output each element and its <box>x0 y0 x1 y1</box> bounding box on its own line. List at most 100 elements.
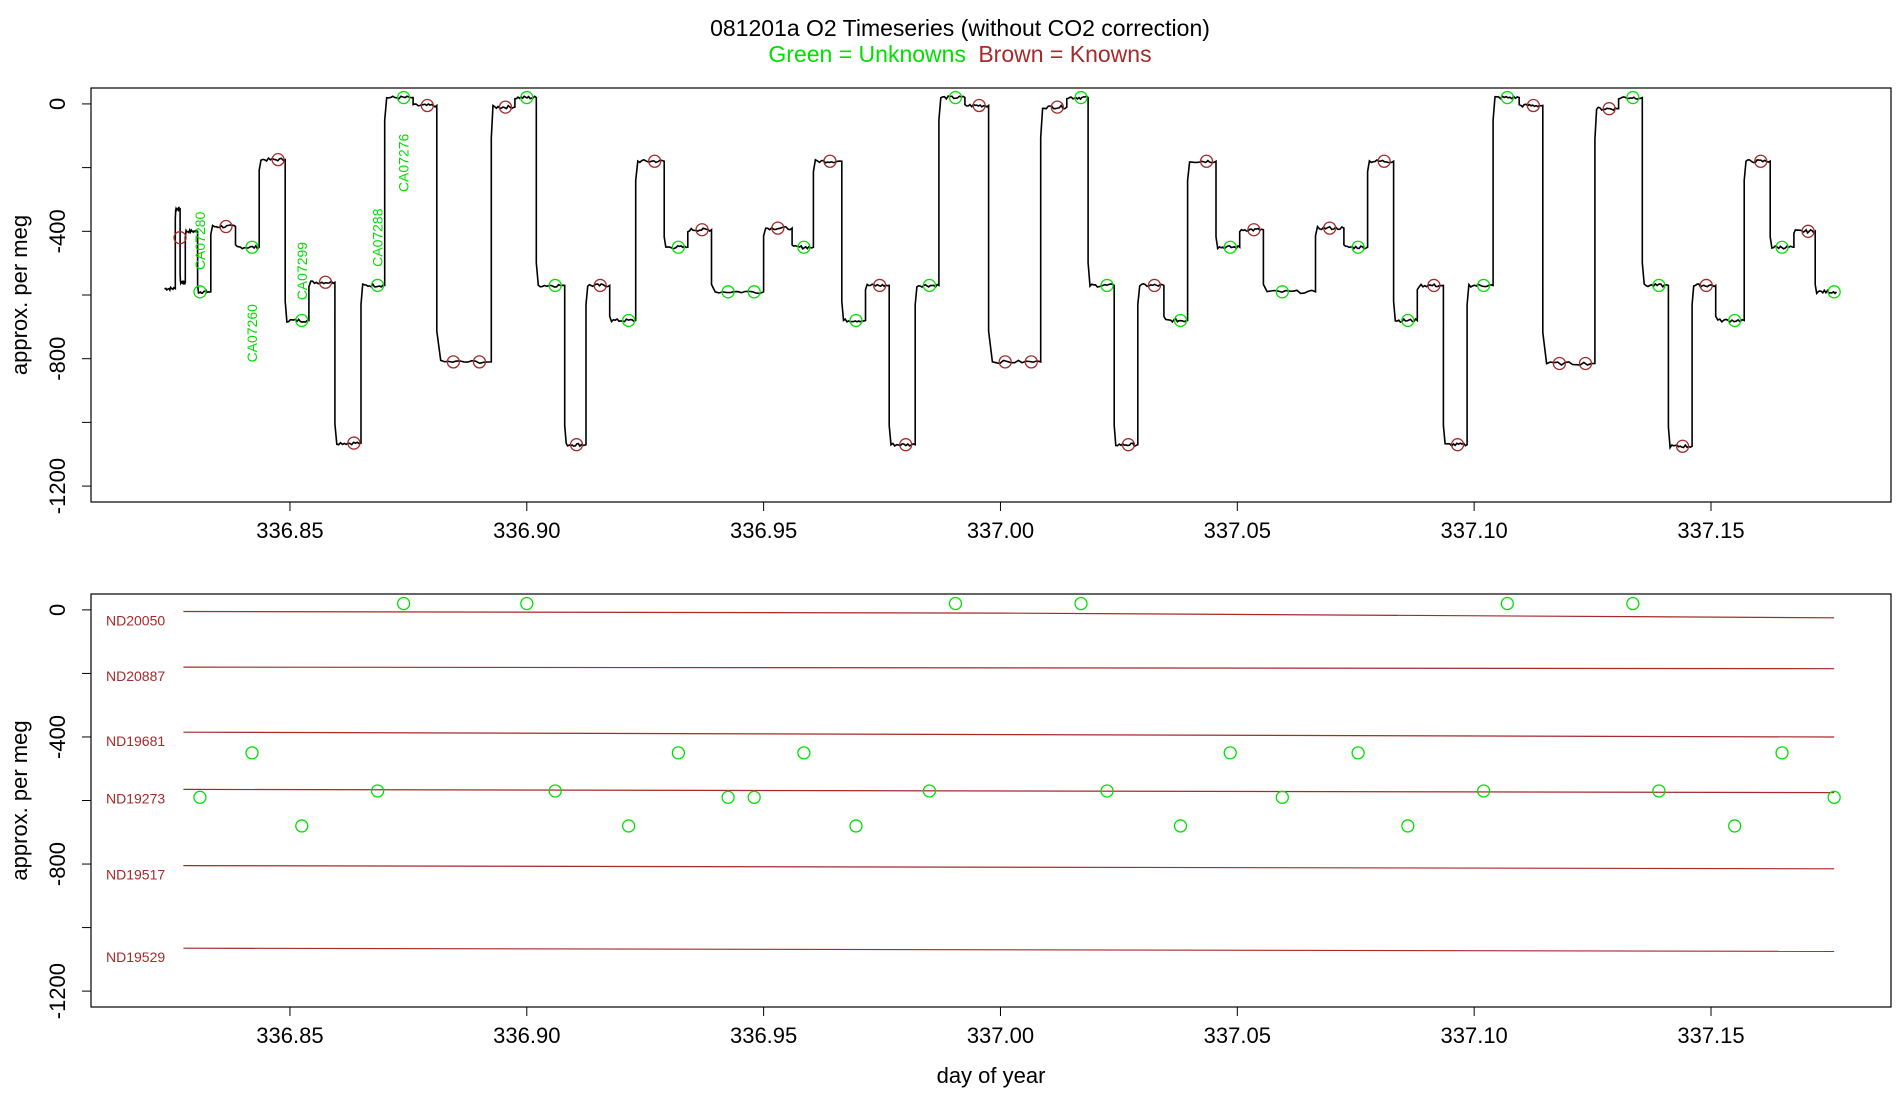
legend-unknowns: Green = Unknowns <box>768 41 966 67</box>
known-point <box>498 100 513 114</box>
unknown-point <box>548 278 562 293</box>
sample-id-label: CA07260 <box>244 304 260 363</box>
y-tick-label: -400 <box>45 715 70 759</box>
unknown-point <box>721 285 735 299</box>
plot-frame <box>90 593 1892 1008</box>
known-point <box>1247 223 1261 237</box>
known-point <box>899 438 913 452</box>
unknown-point <box>1074 90 1088 105</box>
standard-line-label: ND19681 <box>106 733 165 749</box>
known-point <box>648 154 662 168</box>
unknown-point <box>621 313 636 328</box>
known-point <box>1377 154 1391 168</box>
known-point <box>1699 278 1713 293</box>
known-point <box>1602 102 1616 116</box>
known-point <box>569 438 584 452</box>
x-axis: 336.85 336.90 336.95 337.00 337.05 337.10 337.… <box>256 1007 1745 1048</box>
unknown-point <box>1401 313 1415 328</box>
unknown-point <box>548 784 562 798</box>
x-tick-label: 337.05 <box>1204 1023 1271 1048</box>
unknown-point <box>797 746 811 760</box>
y-axis: 0 -400 -800 -1200 <box>45 604 91 1019</box>
x-tick-label: 336.95 <box>730 1023 797 1048</box>
unknown-point <box>295 819 309 833</box>
y-tick-label: -400 <box>45 209 70 253</box>
standard-line-label: ND19273 <box>106 790 165 806</box>
x-tick-label: 337.15 <box>1677 1023 1744 1048</box>
y-axis-label: approx. per meg <box>7 720 32 880</box>
unknown-point <box>1775 240 1789 254</box>
known-point <box>1450 438 1465 452</box>
unknown-point <box>1728 313 1742 328</box>
unknown-point <box>295 313 309 328</box>
unknown-point <box>1775 746 1789 760</box>
unknown-point <box>671 240 686 254</box>
figure-title: 081201a O2 Timeseries (without CO2 corre… <box>710 15 1210 41</box>
known-point <box>173 231 187 245</box>
unknown-point <box>922 784 937 798</box>
figure-legend: Green = Unknowns Brown = Knowns <box>768 41 1151 67</box>
standard-line <box>183 864 1835 870</box>
x-tick-label: 337.10 <box>1441 518 1508 543</box>
x-tick-label: 337.10 <box>1441 1023 1508 1048</box>
y-tick-label: -1200 <box>45 458 70 514</box>
unknown-point <box>849 819 863 833</box>
unknown-point <box>1827 285 1841 299</box>
legend-knowns: Brown = Knowns <box>978 41 1151 67</box>
unknown-point <box>1476 278 1491 293</box>
standard-line <box>183 666 1835 670</box>
unknown-point <box>721 790 735 804</box>
standard-line <box>183 788 1835 794</box>
unknown-point <box>520 596 534 611</box>
o2-trace-line <box>164 95 1838 451</box>
known-point <box>1147 278 1162 293</box>
sample-id-label: CA07276 <box>396 133 412 192</box>
unknown-point <box>1100 784 1114 798</box>
known-point <box>823 154 837 168</box>
unknown-point <box>849 313 863 328</box>
unknown-point <box>797 240 811 254</box>
standard-line-label: ND20887 <box>106 668 165 684</box>
unknown-point <box>1476 784 1491 798</box>
standard-line-label: ND20050 <box>106 612 165 628</box>
known-point <box>695 223 709 237</box>
unknown-point <box>193 285 207 299</box>
unknown-point <box>948 90 963 105</box>
unknown-point <box>193 790 207 804</box>
y-tick-label: 0 <box>45 604 70 616</box>
known-point <box>347 436 361 450</box>
unknown-point <box>1827 790 1841 804</box>
x-axis: 336.85 336.90 336.95 337.00 337.05 337.10 337.… <box>256 502 1745 543</box>
x-tick-label: 336.85 <box>256 518 323 543</box>
unknown-point <box>1074 596 1088 611</box>
unknown-point <box>1275 790 1289 804</box>
unknown-point <box>1351 240 1365 254</box>
x-tick-label: 336.90 <box>493 518 560 543</box>
unknown-point <box>245 746 259 760</box>
standard-line-label: ND19517 <box>106 867 165 883</box>
known-point <box>972 98 986 113</box>
known-point <box>1024 355 1038 369</box>
unknown-point <box>621 819 636 833</box>
unknown-point <box>396 596 411 611</box>
standard-line <box>183 610 1835 619</box>
unknown-point <box>1173 313 1188 328</box>
known-point <box>771 221 785 235</box>
y-tick-label: -1200 <box>45 963 70 1019</box>
unknown-point <box>747 790 761 804</box>
known-point <box>1526 98 1541 113</box>
x-tick-label: 337.00 <box>967 518 1034 543</box>
unknown-point <box>1626 90 1640 105</box>
sample-id-label: CA07280 <box>192 211 208 270</box>
x-tick-label: 337.15 <box>1677 518 1744 543</box>
known-point <box>472 355 487 369</box>
known-point <box>1427 278 1441 293</box>
known-point <box>1199 154 1214 168</box>
unknown-point <box>1652 278 1666 293</box>
standard-line <box>183 947 1835 953</box>
standards-panel: 336.85 336.90 336.95 337.00 337.05 337.10 337.… <box>7 593 1892 1088</box>
unknown-point <box>1173 819 1188 833</box>
sample-id-label: CA07299 <box>294 242 310 301</box>
y-axis: 0 -400 -800 -1200 <box>45 98 91 514</box>
known-point <box>1801 224 1815 238</box>
